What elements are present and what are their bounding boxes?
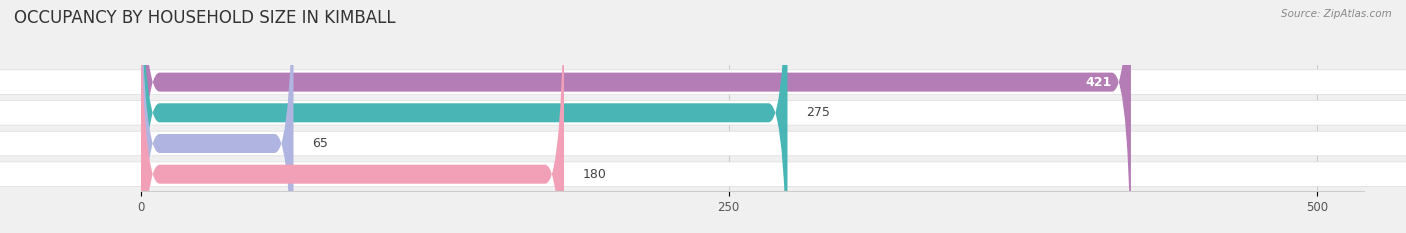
Text: 65: 65 xyxy=(312,137,328,150)
Text: Source: ZipAtlas.com: Source: ZipAtlas.com xyxy=(1281,9,1392,19)
FancyBboxPatch shape xyxy=(141,0,1130,233)
FancyBboxPatch shape xyxy=(141,0,294,233)
Text: 275: 275 xyxy=(806,106,830,119)
Text: OCCUPANCY BY HOUSEHOLD SIZE IN KIMBALL: OCCUPANCY BY HOUSEHOLD SIZE IN KIMBALL xyxy=(14,9,395,27)
Text: 421: 421 xyxy=(1085,76,1112,89)
Text: 180: 180 xyxy=(583,168,607,181)
FancyBboxPatch shape xyxy=(141,0,564,233)
FancyBboxPatch shape xyxy=(141,0,787,233)
